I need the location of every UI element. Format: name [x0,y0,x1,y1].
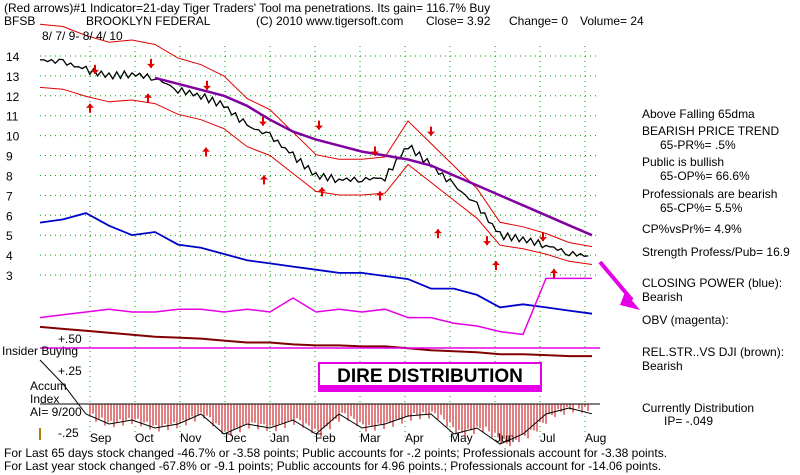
pro-title: Professionals are bearish [642,187,778,201]
pointer-arrow-head [620,292,640,310]
distribution-label: Currently Distribution [642,401,755,415]
trend-value: 65-PR%= .5% [660,138,736,152]
y-tick-label: 9 [6,150,13,164]
closing-power-label: CLOSING POWER (blue): [642,276,783,290]
x-tick-label: Jul [540,431,555,445]
y-tick-label: 7 [6,189,13,203]
x-tick-label: Feb [315,431,336,445]
y-tick-label: 6 [6,209,13,223]
change-value: Change= 0 [509,14,569,28]
x-tick-label: Oct [135,431,154,445]
plus50-label: +.50 [58,332,82,346]
y-tick-label: 3 [6,269,13,283]
footer-line1: For Last 65 days stock changed -46.7% or… [4,446,668,460]
x-tick-label: Apr [405,431,424,445]
relstr-line [39,325,592,358]
x-tick-labels: Sep Oct Nov Dec Jan Feb Mar Apr May Jun Jul Aug [90,431,606,445]
pro-value: 65-CP%= 5.5% [660,201,743,215]
buy-arrow-head [202,147,210,152]
gridlines [40,46,600,440]
sell-arrow-head [539,237,547,242]
buy-arrow-head [144,93,152,98]
sell-arrow-head [147,63,155,68]
copyright: (C) 2010 www.tigersoft.com [256,14,404,28]
sell-arrow-head [203,85,211,90]
y-tick-label: 14 [6,50,20,64]
signal-arrows [86,58,558,279]
y-tick-label: 8 [6,169,13,183]
obv-label: OBV (magenta): [642,313,729,327]
closing-power-value: Bearish [642,290,683,304]
trend-title: BEARISH PRICE TREND [642,124,780,138]
sell-arrow-head [91,69,99,74]
accum-line [39,359,593,445]
dire-underline [318,385,540,390]
upper-band [39,23,593,248]
accum-index-bars [39,359,593,447]
sell-arrow-head [483,241,491,246]
ip-value: IP= -.049 [664,414,714,428]
y-tick-label: 5 [6,229,13,243]
x-tick-label: Sep [90,431,112,445]
x-tick-label: Mar [360,431,381,445]
x-tick-label: Jan [270,431,289,445]
x-tick-label: Nov [180,431,201,445]
cp-vs-pr: CP%vsPr%= 4.9% [642,222,742,236]
sell-arrow-head [259,121,267,126]
y-tick-labels: 14 13 12 11 10 9 8 7 6 5 4 3 [6,50,20,283]
x-tick-label: Dec [225,431,246,445]
series-lines [39,58,593,358]
price-line [39,58,589,257]
relstr-value: Bearish [642,359,683,373]
buy-arrow-head [318,187,326,192]
volume-value: Volume= 24 [580,14,644,28]
index-label: Index [30,392,60,406]
buy-arrow-head [260,175,268,180]
insider-buying-label: Insider Buying [2,344,79,358]
buy-arrow-head [550,269,558,274]
close-value: Close= 3.92 [426,14,491,28]
ma-status: Above Falling 65dma [642,107,755,121]
header-line1: (Red arrows)#1 Indicator=21-day Tiger Tr… [4,1,491,15]
y-tick-label: 13 [6,70,20,84]
x-tick-label: Aug [585,431,606,445]
sell-arrow-head [371,151,379,156]
y-tick-label: 11 [6,110,19,124]
company-name: BROOKLYN FEDERAL [86,14,211,28]
buy-arrow-head [492,261,500,266]
accum-label: Accum [30,379,67,393]
closing-power-line [39,212,593,315]
pointer-arrow-line [598,260,634,302]
sell-arrow-head [427,131,435,136]
date-range: 8/ 7/ 9- 8/ 4/ 10 [42,29,123,43]
obv-line [39,277,592,336]
buy-arrow-head [434,229,442,234]
footer-line2: For Last year stock changed -67.8% or -9… [4,459,662,473]
sell-arrow-head [315,125,323,130]
ai-value: AI= 9/200 [30,405,82,419]
x-tick-label: May [450,431,473,445]
relstr-label: REL.STR..VS DJI (brown): [642,345,785,359]
y-tick-label: 10 [6,130,20,144]
symbol: BFSB [4,14,36,28]
buy-arrow-head [376,191,384,196]
minus25-label: -.25 [58,426,79,440]
y-tick-label: 4 [6,249,13,263]
price-bands [39,23,593,265]
y-tick-label: 12 [6,90,20,104]
public-title: Public is bullish [642,155,725,169]
lower-band [39,86,593,265]
public-value: 65-OP%= 66.6% [660,169,750,183]
strength-ratio: Strength Profess/Pub= 16.9 [642,245,790,259]
plus25-label: +.25 [58,364,82,378]
buy-arrow-head [86,103,94,108]
